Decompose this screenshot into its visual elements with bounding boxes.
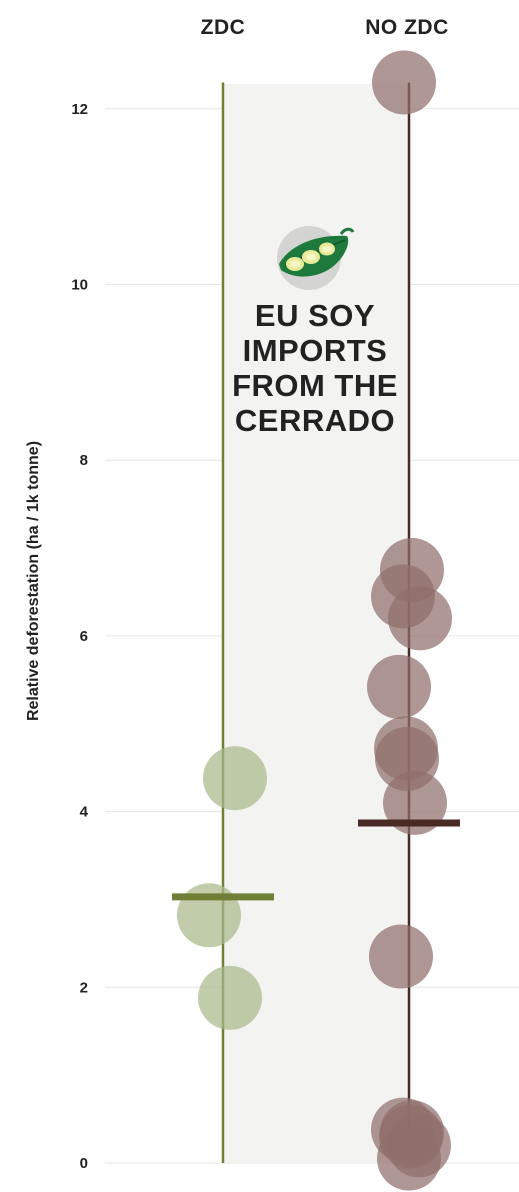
annotation-line-4: CERRADO xyxy=(234,403,396,438)
mean-markers xyxy=(172,819,460,901)
category-headers: ZDC NO ZDC xyxy=(201,16,449,39)
y-tick-labels: 0 2 4 6 8 10 12 xyxy=(71,101,88,1172)
y-tick-label-2: 2 xyxy=(80,979,88,996)
no-zdc-point xyxy=(383,770,447,835)
no-zdc-point xyxy=(377,1126,441,1191)
y-tick-label-4: 4 xyxy=(80,804,89,821)
zdc-point xyxy=(177,883,241,948)
zdc-point xyxy=(203,746,267,811)
y-tick-label-8: 8 xyxy=(80,452,88,469)
data-points xyxy=(177,50,452,1191)
y-tick-label-12: 12 xyxy=(71,101,88,118)
zdc-header: ZDC xyxy=(201,16,246,39)
y-axis-label: Relative deforestation (ha / 1k tonne) xyxy=(25,441,42,721)
annotation-line-2: IMPORTS xyxy=(242,333,388,368)
y-tick-label-6: 6 xyxy=(80,628,88,645)
y-tick-label-0: 0 xyxy=(80,1155,88,1172)
soybean-pod-icon xyxy=(277,226,355,290)
y-tick-label-10: 10 xyxy=(71,277,88,294)
chart-annotation: EU SOY IMPORTS FROM THE CERRADO xyxy=(215,222,415,438)
no-zdc-point xyxy=(367,654,431,719)
no-zdc-point xyxy=(369,924,433,989)
no-zdc-point xyxy=(372,50,436,115)
zdc-point xyxy=(198,965,262,1030)
annotation-line-3: FROM THE xyxy=(232,368,398,403)
annotation-line-1: EU SOY xyxy=(254,298,376,333)
no-zdc-point xyxy=(388,586,452,651)
no-zdc-header: NO ZDC xyxy=(365,16,449,39)
